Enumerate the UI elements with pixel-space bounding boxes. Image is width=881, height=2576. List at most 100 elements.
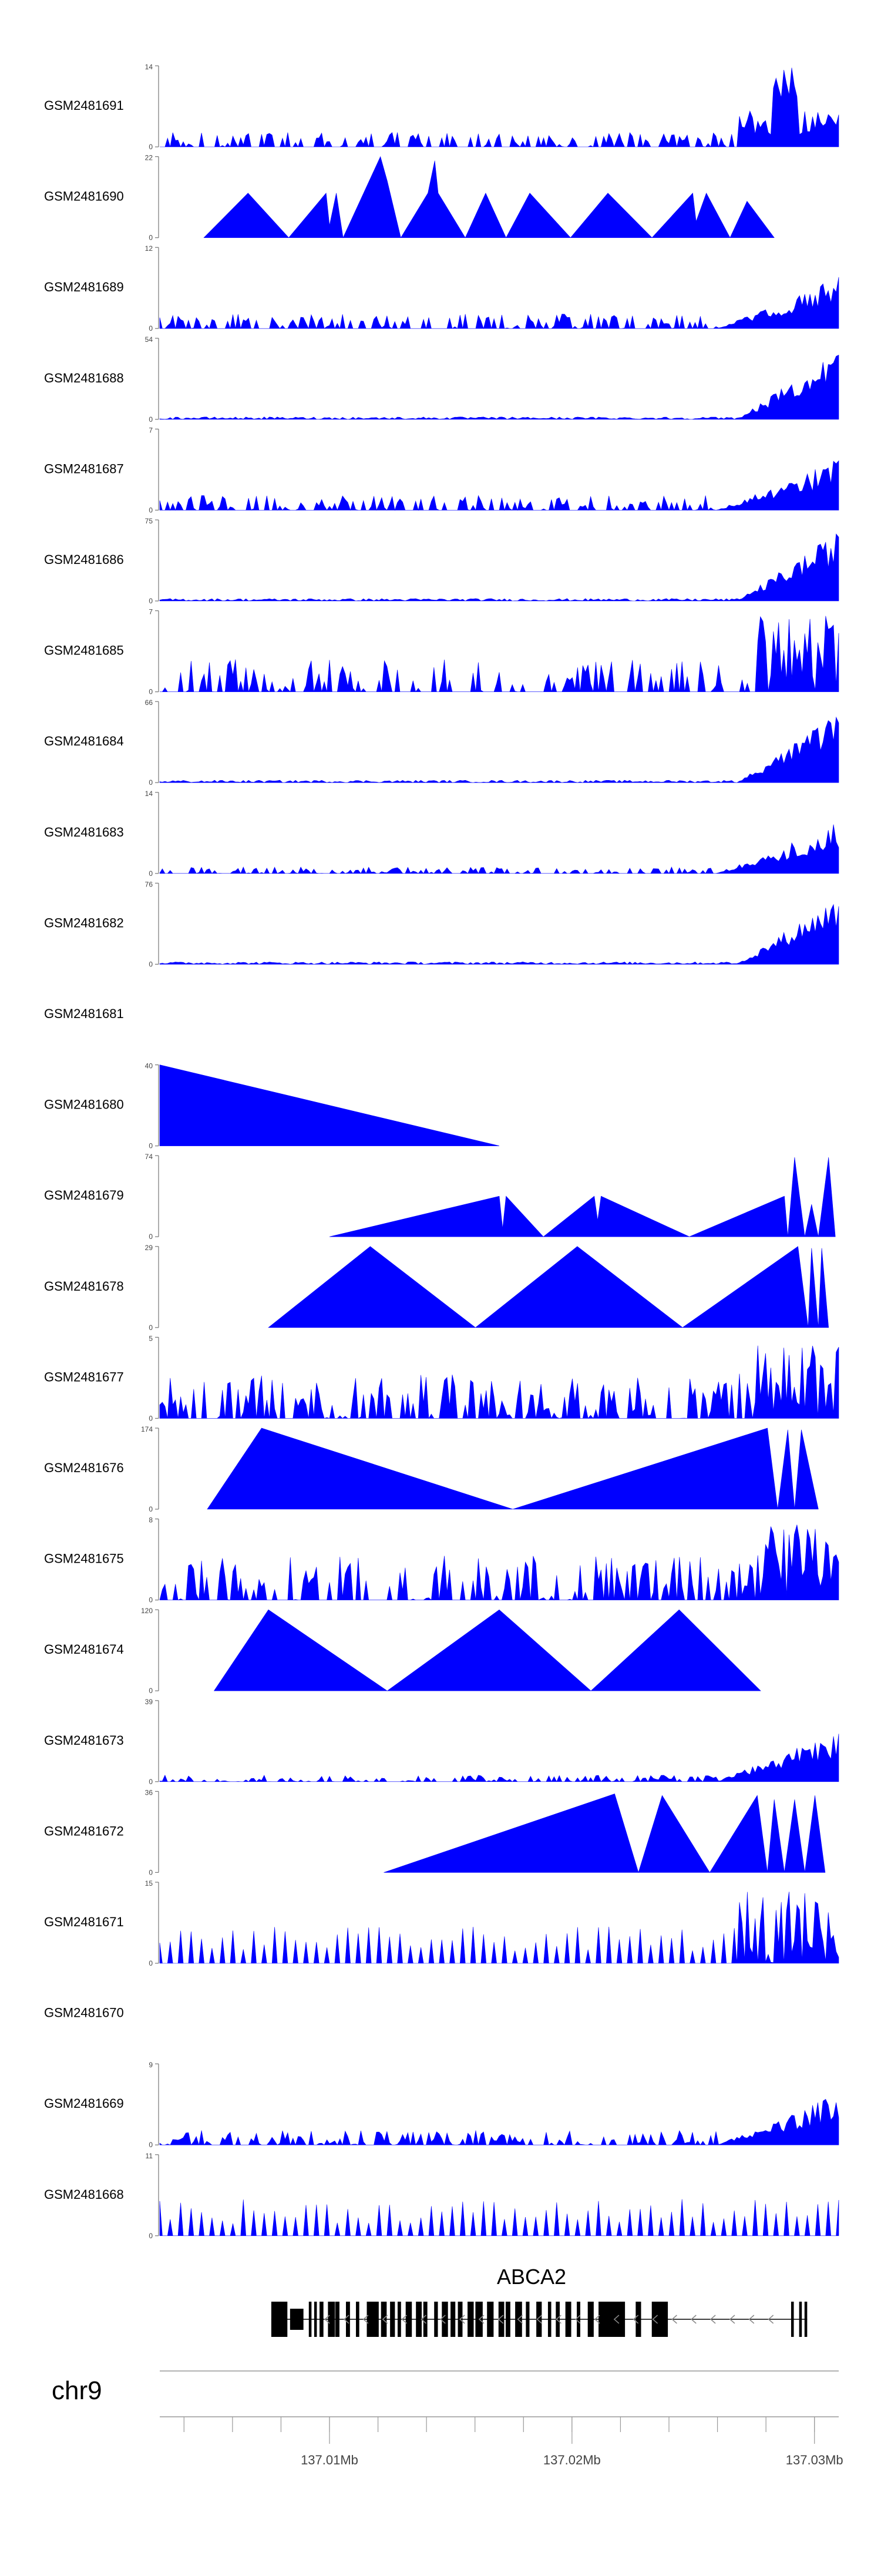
track-ymin-label: 0	[149, 1232, 153, 1241]
track-ymax-label: 39	[145, 1698, 153, 1706]
gene-exon	[335, 2302, 339, 2337]
coverage-area	[207, 1428, 819, 1510]
gene-strand-arrow	[497, 2315, 504, 2324]
gene-exon	[308, 2302, 312, 2337]
track-label: GSM2481677	[44, 1369, 124, 1384]
coverage-area	[159, 2199, 839, 2236]
gene-exon	[346, 2302, 350, 2337]
track-GSM2481668: GSM2481668 11 0	[44, 2152, 839, 2240]
track-ymin-label: 0	[149, 960, 153, 968]
gene-strand-arrow	[459, 2315, 465, 2324]
track-label: GSM2481675	[44, 1551, 124, 1566]
track-ymax-label: 54	[145, 335, 153, 344]
coverage-area	[159, 1734, 839, 1782]
track-GSM2481686: GSM2481686 75 0	[44, 517, 839, 605]
track-GSM2481669: GSM2481669 9 0	[44, 2061, 839, 2149]
gene-exon	[390, 2302, 395, 2337]
gene-exon	[791, 2302, 794, 2337]
axis-tick-label: 137.01Mb	[301, 2453, 358, 2467]
coverage-area	[159, 2099, 839, 2146]
axis-tick-label: 137.03Mb	[786, 2453, 843, 2467]
gene-strand-arrow	[709, 2315, 716, 2324]
track-GSM2481671: GSM2481671 15 0	[44, 1879, 839, 1967]
track-GSM2481683: GSM2481683 14 0	[44, 790, 839, 878]
gene-exon	[356, 2302, 359, 2337]
track-ymin-label: 0	[149, 1505, 153, 1513]
gene-strand-arrow	[729, 2315, 735, 2324]
track-ymax-label: 14	[145, 63, 153, 71]
gene-strand-arrow	[556, 2315, 561, 2324]
track-ymin-label: 0	[149, 234, 153, 242]
gene-annotation: ABCA2	[271, 2265, 808, 2337]
track-GSM2481689: GSM2481689 12 0	[44, 244, 839, 333]
coverage-area	[159, 354, 839, 420]
gene-strand-arrow	[324, 2315, 330, 2324]
gene-name-label: ABCA2	[497, 2265, 566, 2289]
gene-strand-arrow	[652, 2315, 658, 2324]
track-ymax-label: 174	[141, 1425, 153, 1433]
track-GSM2481670: GSM2481670	[44, 2006, 124, 2020]
track-ymax-label: 7	[149, 426, 153, 434]
gene-strand-arrow	[671, 2315, 677, 2324]
track-ymin-label: 0	[149, 778, 153, 787]
track-label: GSM2481680	[44, 1097, 124, 1112]
track-label: GSM2481674	[44, 1642, 124, 1657]
track-ymin-label: 0	[149, 1959, 153, 1967]
track-label: GSM2481688	[44, 371, 124, 385]
gene-exon	[487, 2302, 494, 2337]
track-GSM2481680: GSM2481680 40 0	[44, 1062, 500, 1150]
gene-exon	[314, 2302, 317, 2337]
coverage-area	[160, 68, 839, 148]
track-GSM2481675: GSM2481675 8 0	[44, 1516, 839, 1604]
coverage-area	[268, 1246, 829, 1328]
track-GSM2481688: GSM2481688 54 0	[44, 335, 839, 424]
gene-exon	[536, 2302, 542, 2337]
track-ymax-label: 66	[145, 698, 153, 707]
gene-exon	[577, 2302, 580, 2337]
gene-exon	[405, 2302, 412, 2337]
genome-axis: chr9 137.01Mb 137.02Mb 137.03Mb	[52, 2370, 843, 2467]
coverage-area	[159, 904, 839, 965]
track-ymax-label: 22	[145, 154, 153, 162]
gene-strand-arrow	[633, 2315, 639, 2324]
track-ymin-label: 0	[149, 324, 153, 333]
gene-exon	[804, 2302, 808, 2337]
coverage-area	[159, 1064, 500, 1146]
gene-strand-arrow	[343, 2315, 349, 2324]
track-ymin-label: 0	[149, 1324, 153, 1332]
track-ymin-label: 0	[149, 2232, 153, 2240]
track-ymax-label: 120	[141, 1607, 153, 1615]
gene-exon	[423, 2302, 428, 2337]
coverage-area	[159, 1892, 839, 1964]
track-ymax-label: 29	[145, 1244, 153, 1252]
gene-exon	[290, 2309, 304, 2330]
track-label: GSM2481686	[44, 552, 124, 567]
track-label: GSM2481691	[44, 98, 124, 113]
track-GSM2481687: GSM2481687 7 0	[44, 426, 839, 514]
track-label: GSM2481682	[44, 915, 124, 930]
track-label: GSM2481672	[44, 1823, 124, 1838]
track-label: GSM2481679	[44, 1188, 124, 1203]
track-ymax-label: 5	[149, 1334, 153, 1342]
coverage-area	[329, 1157, 836, 1237]
track-GSM2481679: GSM2481679 74 0	[44, 1153, 836, 1241]
gene-exon	[374, 2302, 379, 2337]
coverage-area	[203, 156, 775, 239]
coverage-area	[213, 1609, 761, 1691]
gene-exon	[320, 2302, 324, 2337]
track-ymax-label: 40	[145, 1062, 153, 1070]
track-GSM2481677: GSM2481677 5 0	[44, 1334, 839, 1422]
gene-exon	[515, 2302, 522, 2337]
track-label: GSM2481671	[44, 1915, 124, 1929]
track-label: GSM2481678	[44, 1279, 124, 1294]
track-label: GSM2481684	[44, 734, 124, 748]
track-label: GSM2481670	[44, 2006, 124, 2020]
track-GSM2481681: GSM2481681	[44, 1006, 124, 1021]
track-label: GSM2481668	[44, 2187, 124, 2202]
track-ymax-label: 12	[145, 244, 153, 253]
gene-strand-arrow	[575, 2315, 581, 2324]
gene-strand-arrow	[478, 2315, 485, 2324]
track-GSM2481674: GSM2481674 120 0	[44, 1607, 761, 1695]
gene-strand-arrow	[536, 2315, 542, 2324]
